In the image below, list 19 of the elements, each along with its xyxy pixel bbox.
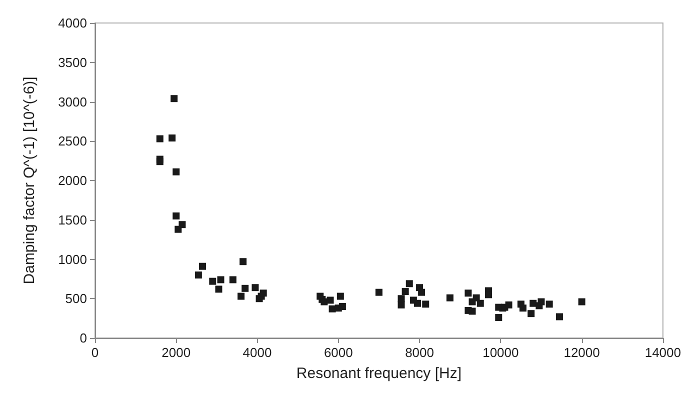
y-tick-label: 500 (65, 291, 87, 306)
x-tick-label: 0 (91, 345, 99, 360)
y-tick-label: 2000 (58, 173, 87, 188)
x-tick-label: 2000 (162, 345, 191, 360)
x-tick-label: 10000 (482, 345, 519, 360)
y-tick-label: 2500 (58, 134, 87, 149)
x-tick-label: 8000 (405, 345, 434, 360)
x-axis-title: Resonant frequency [Hz] (296, 365, 462, 382)
y-axis-title: Damping factor Q^(-1) [10^(-6)] (21, 76, 38, 284)
x-tick-label: 4000 (242, 345, 272, 360)
y-tick-label: 3500 (58, 54, 87, 70)
y-tick-label: 1500 (58, 212, 87, 228)
y-tick-label: 0 (80, 330, 87, 346)
x-tick-label: 14000 (644, 345, 682, 360)
y-tick-label: 1000 (58, 252, 87, 267)
y-tick-label: 4000 (58, 16, 87, 30)
x-tick-label: 6000 (324, 345, 353, 360)
y-tick-label: 3000 (58, 94, 87, 110)
x-tick-label: 12000 (564, 345, 600, 360)
